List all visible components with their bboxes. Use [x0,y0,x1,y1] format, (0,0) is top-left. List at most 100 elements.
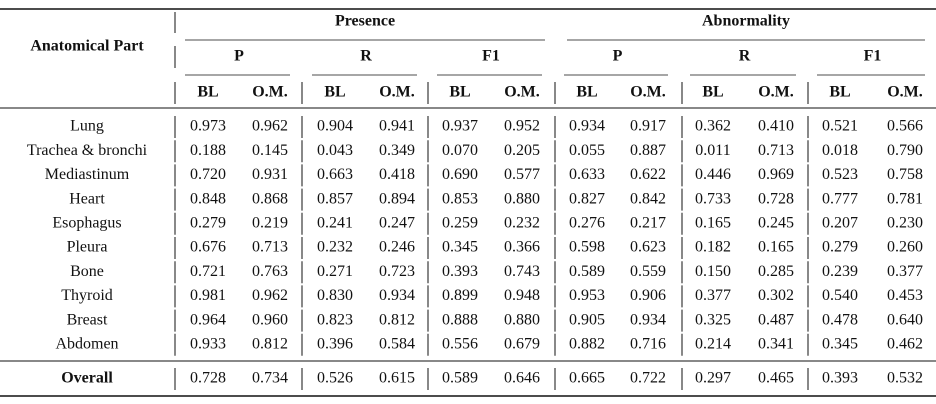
metric-header: P [234,48,244,65]
method-header: O.M. [379,84,415,101]
cell: 0.615 [379,370,415,387]
cell: 0.679 [504,335,540,352]
cell: 0.904 [317,118,353,135]
cell: 0.827 [569,190,605,207]
cell: 0.733 [695,190,731,207]
cell: 0.478 [822,311,858,328]
cell: 0.720 [190,166,226,183]
cell: 0.934 [630,311,666,328]
cell: 0.150 [695,263,731,280]
cell: 0.556 [442,335,478,352]
cell: 0.663 [317,166,353,183]
cell: 0.763 [252,263,288,280]
cell: 0.011 [695,142,730,159]
row-label: Thyroid [61,287,113,304]
cell: 0.888 [442,311,478,328]
metric-header: R [360,48,372,65]
cell: 0.285 [758,263,794,280]
row-label-header: Anatomical Part [30,38,144,55]
cell: 0.325 [695,311,731,328]
cell: 0.906 [630,287,666,304]
cell: 0.465 [758,370,794,387]
cell: 0.540 [822,287,858,304]
cell: 0.713 [758,142,794,159]
cell: 0.882 [569,335,605,352]
cell: 0.734 [252,370,288,387]
cell: 0.297 [695,370,731,387]
method-header: O.M. [252,84,288,101]
cell: 0.182 [695,239,731,256]
cell: 0.487 [758,311,794,328]
cell: 0.345 [442,239,478,256]
cell: 0.931 [252,166,288,183]
cell: 0.848 [190,190,226,207]
cell: 0.894 [379,190,415,207]
cell: 0.462 [887,335,923,352]
cell: 0.453 [887,287,923,304]
cell: 0.521 [822,118,858,135]
cell: 0.941 [379,118,415,135]
method-header: O.M. [758,84,794,101]
cell: 0.781 [887,190,923,207]
cell: 0.812 [252,335,288,352]
cell: 0.232 [317,239,353,256]
cell: 0.345 [822,335,858,352]
cell: 0.728 [758,190,794,207]
cell: 0.217 [630,214,666,231]
cell: 0.205 [504,142,540,159]
metric-header: R [739,48,751,65]
cell: 0.868 [252,190,288,207]
cell: 0.887 [630,142,666,159]
method-header: O.M. [630,84,666,101]
cell: 0.070 [442,142,478,159]
cell: 0.948 [504,287,540,304]
cell: 0.952 [504,118,540,135]
cell: 0.446 [695,166,731,183]
cell: 0.165 [758,239,794,256]
cell: 0.279 [190,214,226,231]
cell: 0.953 [569,287,605,304]
cell: 0.393 [822,370,858,387]
cell: 0.981 [190,287,226,304]
cell: 0.633 [569,166,605,183]
group-header: Abnormality [702,13,790,30]
cell: 0.302 [758,287,794,304]
cell: 0.830 [317,287,353,304]
cell: 0.622 [630,166,666,183]
cell: 0.241 [317,214,353,231]
cell: 0.973 [190,118,226,135]
cell: 0.526 [317,370,353,387]
method-header: BL [829,84,850,101]
cell: 0.723 [379,263,415,280]
cell: 0.377 [887,263,923,280]
cell: 0.239 [822,263,858,280]
row-label: Trachea & bronchi [27,142,148,159]
row-label: Overall [61,370,113,387]
cell: 0.418 [379,166,415,183]
cell: 0.362 [695,118,731,135]
cell: 0.214 [695,335,731,352]
cell: 0.758 [887,166,923,183]
cell: 0.260 [887,239,923,256]
cell: 0.721 [190,263,226,280]
cell: 0.933 [190,335,226,352]
cell: 0.246 [379,239,415,256]
cell: 0.584 [379,335,415,352]
cell: 0.232 [504,214,540,231]
cell: 0.713 [252,239,288,256]
cell: 0.259 [442,214,478,231]
method-header: BL [702,84,723,101]
cell: 0.188 [190,142,226,159]
cell: 0.366 [504,239,540,256]
cell: 0.728 [190,370,226,387]
cell: 0.640 [887,311,923,328]
cell: 0.410 [758,118,794,135]
cell: 0.842 [630,190,666,207]
cell: 0.777 [822,190,858,207]
cell: 0.934 [569,118,605,135]
row-label: Mediastinum [45,166,130,183]
cell: 0.853 [442,190,478,207]
cell: 0.917 [630,118,666,135]
cell: 0.145 [252,142,288,159]
